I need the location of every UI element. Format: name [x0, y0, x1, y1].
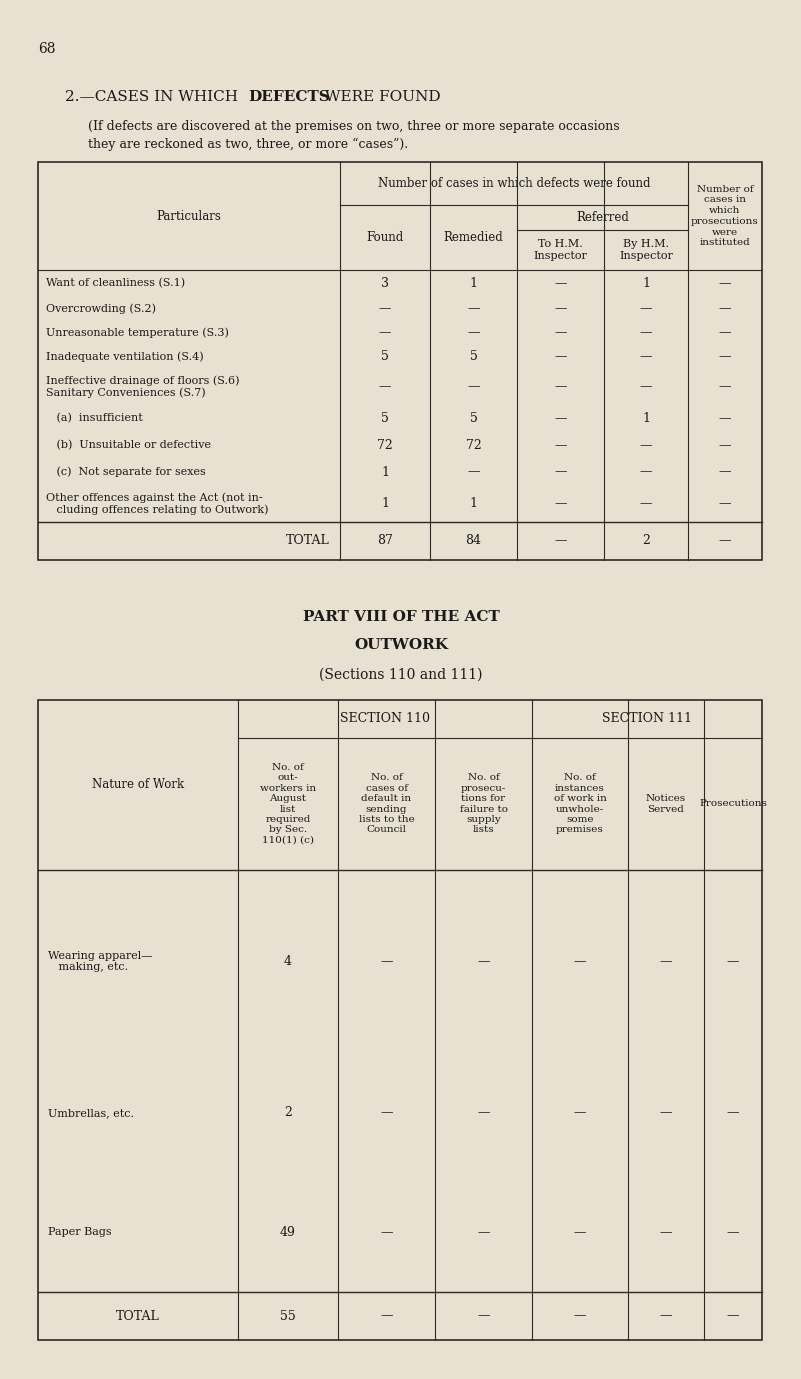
Text: 1: 1	[469, 277, 477, 290]
Text: —: —	[467, 381, 480, 393]
Text: 1: 1	[469, 498, 477, 510]
Text: 5: 5	[381, 350, 389, 363]
Text: 3: 3	[381, 277, 389, 290]
Text: they are reckoned as two, three, or more “cases”).: they are reckoned as two, three, or more…	[88, 138, 409, 152]
Text: —: —	[379, 381, 391, 393]
Text: Prosecutions: Prosecutions	[699, 800, 767, 808]
Text: Inadequate ventilation (S.4): Inadequate ventilation (S.4)	[46, 352, 203, 361]
Text: —: —	[718, 466, 731, 479]
Text: 55: 55	[280, 1310, 296, 1322]
Text: —: —	[477, 956, 489, 968]
Text: —: —	[640, 302, 652, 316]
Text: —: —	[718, 381, 731, 393]
Text: 2: 2	[284, 1106, 292, 1120]
Text: —: —	[554, 327, 567, 339]
Text: —: —	[718, 277, 731, 290]
Text: No. of
instances
of work in
unwhole-
some
premises: No. of instances of work in unwhole- som…	[553, 774, 606, 834]
Text: 72: 72	[465, 439, 481, 452]
Text: OUTWORK: OUTWORK	[354, 638, 448, 652]
Text: —: —	[640, 381, 652, 393]
Text: —: —	[574, 1226, 586, 1238]
Text: No. of
cases of
default in
sending
lists to the
Council: No. of cases of default in sending lists…	[359, 774, 414, 834]
Text: 87: 87	[377, 535, 393, 547]
Text: Number of
cases in
which
prosecutions
were
instituted: Number of cases in which prosecutions we…	[691, 185, 759, 247]
Text: Particulars: Particulars	[156, 210, 221, 222]
Text: (b)  Unsuitable or defective: (b) Unsuitable or defective	[46, 440, 211, 451]
Text: WERE FOUND: WERE FOUND	[320, 90, 441, 103]
Text: —: —	[554, 381, 567, 393]
Text: Unreasonable temperature (S.3): Unreasonable temperature (S.3)	[46, 327, 229, 338]
Text: Wearing apparel—
   making, etc.: Wearing apparel— making, etc.	[48, 950, 152, 972]
Text: —: —	[640, 327, 652, 339]
Text: Other offences against the Act (not in-
   cluding offences relating to Outwork): Other offences against the Act (not in- …	[46, 492, 268, 516]
Text: 72: 72	[377, 439, 392, 452]
Text: —: —	[380, 1310, 392, 1322]
Text: —: —	[718, 439, 731, 452]
Text: —: —	[554, 302, 567, 316]
Text: —: —	[554, 535, 567, 547]
Text: 1: 1	[642, 277, 650, 290]
Text: —: —	[727, 1226, 739, 1238]
Text: —: —	[727, 956, 739, 968]
Text: 49: 49	[280, 1226, 296, 1238]
Text: Found: Found	[366, 232, 404, 244]
Text: (c)  Not separate for sexes: (c) Not separate for sexes	[46, 466, 206, 477]
Text: —: —	[718, 350, 731, 363]
Text: —: —	[379, 302, 391, 316]
Text: —: —	[640, 466, 652, 479]
Text: No. of
out-
workers in
August
list
required
by Sec.
110(1) (c): No. of out- workers in August list requi…	[260, 763, 316, 845]
Text: No. of
prosecu-
tions for
failure to
supply
lists: No. of prosecu- tions for failure to sup…	[460, 774, 508, 834]
Text: —: —	[574, 1310, 586, 1322]
Text: 4: 4	[284, 956, 292, 968]
Text: Overcrowding (S.2): Overcrowding (S.2)	[46, 303, 156, 314]
Bar	[38, 701, 762, 1340]
Text: Paper Bags: Paper Bags	[48, 1227, 111, 1237]
Text: (Sections 110 and 111): (Sections 110 and 111)	[320, 667, 483, 683]
Text: —: —	[574, 1106, 586, 1120]
Text: 1: 1	[381, 466, 389, 479]
Text: —: —	[660, 1310, 672, 1322]
Text: —: —	[727, 1310, 739, 1322]
Text: —: —	[467, 466, 480, 479]
Text: Nature of Work: Nature of Work	[92, 779, 184, 792]
Text: Umbrellas, etc.: Umbrellas, etc.	[48, 1107, 134, 1118]
Text: —: —	[477, 1106, 489, 1120]
Text: Number of cases in which defects were found: Number of cases in which defects were fo…	[378, 177, 650, 190]
Text: —: —	[718, 412, 731, 425]
Text: (a)  insufficient: (a) insufficient	[46, 414, 143, 423]
Text: TOTAL: TOTAL	[116, 1310, 160, 1322]
Text: SECTION 110: SECTION 110	[340, 713, 430, 725]
Text: Referred: Referred	[576, 211, 629, 223]
Text: Want of cleanliness (S.1): Want of cleanliness (S.1)	[46, 279, 185, 288]
Text: —: —	[640, 498, 652, 510]
Text: 5: 5	[469, 350, 477, 363]
Text: —: —	[554, 466, 567, 479]
Text: (If defects are discovered at the premises on two, three or more separate occasi: (If defects are discovered at the premis…	[88, 120, 620, 132]
Text: To H.M.
Inspector: To H.M. Inspector	[533, 239, 587, 261]
Text: —: —	[554, 412, 567, 425]
Text: Remedied: Remedied	[444, 232, 503, 244]
Text: —: —	[660, 956, 672, 968]
Text: —: —	[379, 327, 391, 339]
Text: 2: 2	[642, 535, 650, 547]
Text: 5: 5	[381, 412, 389, 425]
Text: —: —	[380, 1226, 392, 1238]
Text: —: —	[718, 327, 731, 339]
Text: 2.—CASES IN WHICH: 2.—CASES IN WHICH	[65, 90, 243, 103]
Text: Ineffective drainage of floors (S.6)
Sanitary Conveniences (S.7): Ineffective drainage of floors (S.6) San…	[46, 375, 239, 399]
Text: 84: 84	[465, 535, 481, 547]
Text: —: —	[574, 956, 586, 968]
Text: —: —	[380, 1106, 392, 1120]
Text: —: —	[727, 1106, 739, 1120]
Text: TOTAL: TOTAL	[286, 535, 330, 547]
Text: Notices
Served: Notices Served	[646, 794, 686, 814]
Text: —: —	[718, 302, 731, 316]
Text: DEFECTS: DEFECTS	[248, 90, 330, 103]
Text: —: —	[554, 277, 567, 290]
Text: —: —	[554, 350, 567, 363]
Text: —: —	[477, 1310, 489, 1322]
Text: 1: 1	[642, 412, 650, 425]
Text: —: —	[467, 302, 480, 316]
Text: —: —	[718, 498, 731, 510]
Text: By H.M.
Inspector: By H.M. Inspector	[619, 239, 673, 261]
